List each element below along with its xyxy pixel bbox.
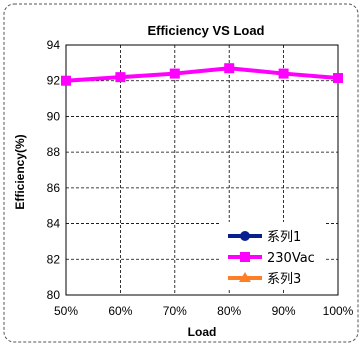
legend-label-0: 系列1: [267, 230, 301, 245]
x-tick-label: 50%: [54, 304, 78, 318]
y-tick-label: 88: [47, 145, 61, 159]
x-tick-label: 90%: [272, 304, 296, 318]
legend-label-1: 230Vac: [267, 251, 315, 266]
data-point: [333, 73, 343, 84]
legend-marker-circle: [240, 231, 250, 241]
y-axis: 80 82 84 86 88 90 92 94: [47, 38, 61, 302]
legend-marker-triangle: [239, 272, 251, 282]
y-tick-label: 90: [47, 109, 61, 123]
legend-marker-square: [240, 252, 250, 262]
data-point: [115, 72, 126, 83]
y-tick-label: 80: [47, 288, 61, 302]
legend: 系列1 230Vac 系列3: [221, 222, 325, 290]
y-tick-label: 86: [47, 181, 61, 195]
series-layer: [61, 63, 343, 86]
y-tick-label: 84: [47, 217, 61, 231]
y-tick-label: 92: [47, 74, 61, 88]
y-tick-label: 94: [47, 38, 61, 52]
series-line-1: [65, 66, 339, 83]
data-point: [278, 68, 289, 79]
y-tick-label: 82: [47, 252, 61, 266]
x-axis-title: Load: [188, 325, 217, 339]
grid: [66, 45, 338, 295]
plot-area: [65, 44, 339, 296]
legend-label-2: 系列3: [267, 272, 301, 287]
x-tick-label: 60%: [108, 304, 132, 318]
chart-title: Efficiency VS Load: [147, 23, 264, 38]
data-point: [169, 68, 180, 79]
data-point: [224, 63, 235, 74]
x-tick-label: 100%: [323, 304, 354, 318]
data-point: [61, 75, 71, 86]
x-tick-label: 80%: [217, 304, 241, 318]
y-axis-title: Efficiency(%): [13, 134, 27, 209]
x-tick-label: 70%: [163, 304, 187, 318]
x-axis: 50% 60% 70% 80% 90% 100%: [54, 304, 354, 318]
